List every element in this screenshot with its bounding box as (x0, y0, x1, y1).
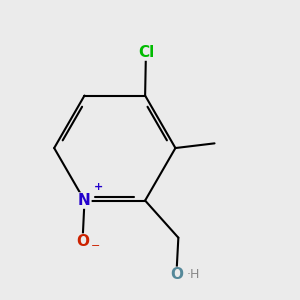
Text: O: O (170, 267, 183, 282)
Text: Cl: Cl (138, 45, 154, 60)
Text: ·H: ·H (186, 268, 200, 281)
Text: N: N (78, 193, 91, 208)
Text: −: − (90, 241, 100, 250)
Text: +: + (94, 182, 103, 192)
Text: O: O (76, 234, 89, 249)
